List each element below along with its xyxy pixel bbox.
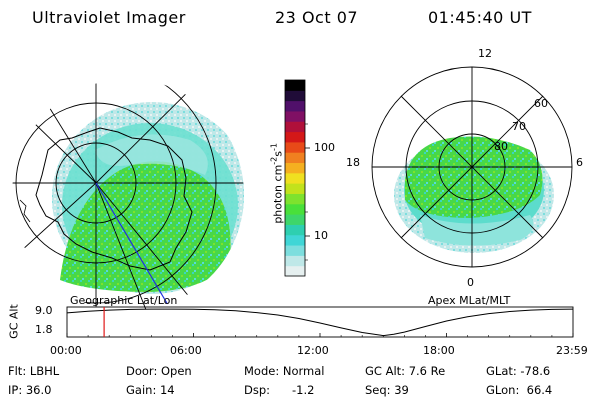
colorbar-swatch [285,131,305,143]
geo-latitude-value: GLat: -78.6 [486,364,551,378]
magnetic-caption: Apex MLat/MLT [428,294,511,307]
time-tick-1800: 18:00 [423,344,455,357]
gain-value: Gain: 14 [126,383,175,397]
colorbar-swatch [285,234,305,246]
aurora-oval [405,136,543,218]
time-label: 01:45:40 UT [428,8,532,27]
mlat-label-80: 80 [494,140,508,153]
colorbar-swatch [285,110,305,122]
sequence-value: Seq: 39 [365,383,409,397]
left-image-panel [12,79,244,311]
dsp-value: -1.2 [292,383,315,397]
altitude-plot [66,306,574,338]
colorbar-swatch [285,172,305,184]
date-label: 23 Oct 07 [275,8,359,27]
coastline [35,127,193,271]
colorbar-tick-100: 100 [314,141,335,154]
terminator-line [95,182,169,306]
colorbar-swatch [285,141,305,153]
colorbar-unit-label: photon cm-2s-1 [269,143,285,224]
geographic-caption: Geographic Lat/Lon [70,294,178,307]
mlat-label-70: 70 [512,120,526,133]
colorbar-swatch [285,265,305,277]
colorbar-swatch [285,152,305,164]
right-image-panel [371,66,573,268]
dsp-label: Dsp: [244,383,271,397]
mode-value: Mode: Normal [244,364,325,378]
altitude-ytick-low: 1.8 [35,323,53,336]
mlt-label-18: 18 [346,156,360,169]
instrument-title: Ultraviolet Imager [32,8,186,27]
colorbar-swatch [285,80,305,91]
time-tick-2359: 23:59 [556,344,588,357]
filter-value: Flt: LBHL [8,364,60,378]
gc-altitude-value: GC Alt: 7.6 Re [365,364,446,378]
mlt-label-12: 12 [478,47,492,60]
colorbar-swatch [285,183,305,194]
colorbar-swatch [285,90,305,102]
geo-longitude-value: GLon: 66.4 [486,383,553,397]
colorbar-swatch [285,214,305,225]
colorbar [284,79,310,277]
altitude-curve [66,308,574,337]
colorbar-tick-10: 10 [314,229,328,242]
colorbar-swatch [285,224,305,236]
time-tick-1200: 12:00 [297,344,329,357]
time-tick-0600: 06:00 [170,344,202,357]
altitude-ylabel: GC Alt [7,304,21,339]
mlt-label-0: 0 [467,276,474,289]
colorbar-swatch [285,162,305,174]
mlat-label-60: 60 [534,97,548,110]
time-tick-0000: 00:00 [50,344,82,357]
ip-value: IP: 36.0 [8,383,52,397]
altitude-ytick-high: 9.0 [35,304,53,317]
door-value: Door: Open [126,364,192,378]
colorbar-swatch [285,203,305,215]
colorbar-swatch [285,193,305,205]
colorbar-swatch [285,245,305,256]
mlt-label-6: 6 [576,156,583,169]
colorbar-swatch [285,255,305,267]
colorbar-swatch [285,121,305,133]
colorbar-swatch [285,100,305,112]
